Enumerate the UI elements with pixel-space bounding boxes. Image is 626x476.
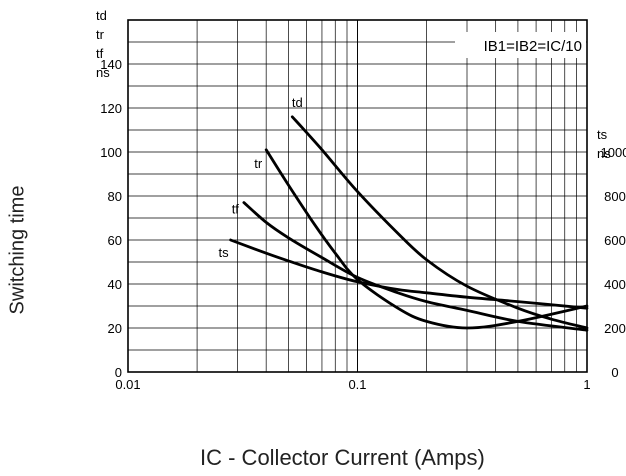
y-axis-title-text: Switching time [6, 185, 29, 315]
y-tick-label-right: 200 [604, 321, 626, 336]
series-label-tr: tr [254, 156, 263, 171]
x-tick-label: 1 [583, 377, 590, 392]
annotation-background [455, 32, 586, 58]
right-axis-ticks: 0 200 400 600 800 1000 [601, 145, 626, 380]
x-tick-label: 0.1 [348, 377, 366, 392]
series-label-tf: tf [232, 202, 240, 217]
annotation-text: IB1=IB2=IC/10 [484, 38, 582, 55]
left-axis-units: td tr tf ns [96, 8, 110, 80]
left-axis-unit-label: tr [96, 27, 105, 42]
x-axis-title: IC - Collector Current (Amps) [200, 445, 485, 470]
y-tick-label-right: 0 [611, 365, 618, 380]
y-tick-label-left: 0 [115, 365, 122, 380]
x-axis-ticks: 0.01 0.1 1 [115, 377, 590, 392]
y-tick-label-right: 400 [604, 277, 626, 292]
right-axis-unit-label: ts [597, 127, 608, 142]
y-tick-label-left: 100 [100, 145, 122, 160]
y-tick-label-left: 80 [108, 189, 122, 204]
left-axis-unit-label: ns [96, 65, 110, 80]
annotation-box: IB1=IB2=IC/10 [455, 32, 586, 58]
right-axis-unit-label: ns [597, 146, 611, 161]
left-axis-unit-label: td [96, 8, 107, 23]
plot-frame [127, 19, 588, 373]
y-tick-label-left: 120 [100, 101, 122, 116]
y-tick-label-right: 1000 [601, 145, 626, 160]
y-tick-label-left: 40 [108, 277, 122, 292]
y-tick-label-left: 20 [108, 321, 122, 336]
grid [128, 20, 587, 372]
y-tick-label-left: 60 [108, 233, 122, 248]
series-line-tr [264, 148, 589, 330]
series-label-ts: ts [218, 245, 229, 260]
series-line-ts [229, 238, 589, 310]
series-label-td: td [292, 95, 303, 110]
left-axis-ticks: 0 20 40 60 80 100 120 140 [100, 57, 122, 380]
right-axis-units: ts ns [597, 127, 611, 161]
x-tick-label: 0.01 [115, 377, 140, 392]
left-axis-unit-label: tf [96, 46, 104, 61]
series-line-tf [242, 201, 589, 332]
series-line-td [290, 115, 589, 330]
y-tick-label-right: 800 [604, 189, 626, 204]
y-tick-label-right: 600 [604, 233, 626, 248]
series-labels: td tr tf ts [218, 95, 302, 260]
y-tick-label-left: 140 [100, 57, 122, 72]
series-lines [229, 115, 589, 332]
